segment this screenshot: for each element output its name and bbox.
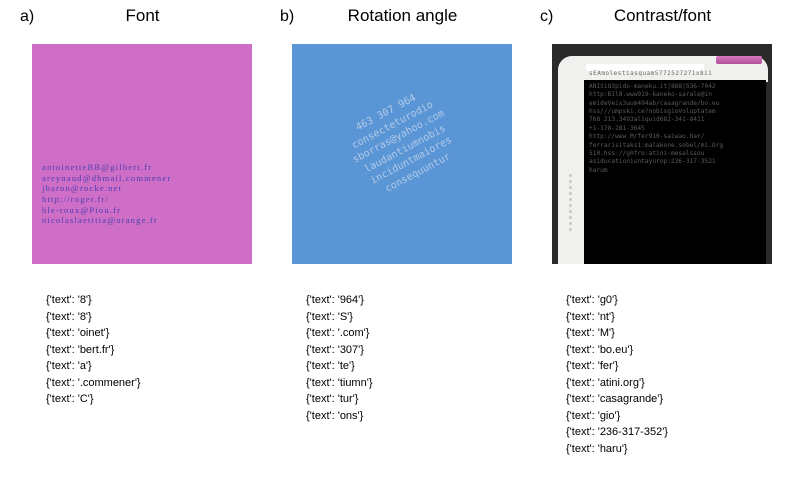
output-item: {'text': 'fer'} bbox=[566, 358, 785, 375]
output-item: {'text': 'tur'} bbox=[306, 391, 525, 408]
pink-strip bbox=[716, 56, 762, 64]
panel-title: Font bbox=[44, 6, 265, 26]
output-item: {'text': 'atini.org'} bbox=[566, 375, 785, 392]
output-item: {'text': 'ons'} bbox=[306, 408, 525, 425]
tile-text: ANISiO3pido-maneku.it|888|536-7042 http:… bbox=[589, 83, 723, 175]
output-item: {'text': 'M'} bbox=[566, 325, 785, 342]
output-item: {'text': 'tiumn'} bbox=[306, 375, 525, 392]
output-list: {'text': '964'}{'text': 'S'}{'text': '.c… bbox=[306, 292, 525, 424]
tile-text: antoinetteBB@gilbert.fr areynaud@dbmail.… bbox=[42, 162, 171, 226]
tile-rotation: 463 307 964 consecteturodio sborras@yaho… bbox=[292, 44, 512, 264]
tile-contrast: sEAmolestiasquam5772527271x8ii ANISiO3pi… bbox=[552, 44, 772, 264]
speaker-dots bbox=[568, 174, 574, 231]
output-item: {'text': 'haru'} bbox=[566, 441, 785, 458]
output-list: {'text': 'g0'}{'text': 'nt'}{'text': 'M'… bbox=[566, 292, 785, 457]
output-item: {'text': '964'} bbox=[306, 292, 525, 309]
output-item: {'text': '.com'} bbox=[306, 325, 525, 342]
output-item: {'text': '8'} bbox=[46, 292, 265, 309]
output-item: {'text': '.commener'} bbox=[46, 375, 265, 392]
output-item: {'text': '236-317-352'} bbox=[566, 424, 785, 441]
panel-header: c) Contrast/font bbox=[540, 6, 785, 34]
phone-side-bezel bbox=[558, 80, 584, 264]
panel-header: a) Font bbox=[20, 6, 265, 34]
output-item: {'text': 'nt'} bbox=[566, 309, 785, 326]
output-item: {'text': 'te'} bbox=[306, 358, 525, 375]
panel-title: Contrast/font bbox=[564, 6, 785, 26]
panel-font: a) Font antoinetteBB@gilbert.fr areynaud… bbox=[20, 6, 265, 408]
output-item: {'text': 'g0'} bbox=[566, 292, 785, 309]
output-item: {'text': 'bo.eu'} bbox=[566, 342, 785, 359]
panel-title: Rotation angle bbox=[304, 6, 525, 26]
tile-header-text: sEAmolestiasquam5772527271x8ii bbox=[589, 70, 712, 77]
output-item: {'text': '307'} bbox=[306, 342, 525, 359]
output-item: {'text': 'oinet'} bbox=[46, 325, 265, 342]
tile-font: antoinetteBB@gilbert.fr areynaud@dbmail.… bbox=[32, 44, 252, 264]
panel-tag: b) bbox=[280, 8, 304, 26]
panel-rotation: b) Rotation angle 463 307 964 consectetu… bbox=[280, 6, 525, 424]
tile-text: 463 307 964 consecteturodio sborras@yaho… bbox=[338, 83, 466, 203]
output-item: {'text': 'C'} bbox=[46, 391, 265, 408]
output-item: {'text': 'gio'} bbox=[566, 408, 785, 425]
output-item: {'text': '8'} bbox=[46, 309, 265, 326]
output-item: {'text': 'bert.fr'} bbox=[46, 342, 265, 359]
panel-contrast: c) Contrast/font sEAmolestiasquam5772527… bbox=[540, 6, 785, 457]
output-list: {'text': '8'}{'text': '8'}{'text': 'oine… bbox=[46, 292, 265, 408]
output-item: {'text': 'S'} bbox=[306, 309, 525, 326]
panel-tag: a) bbox=[20, 8, 44, 26]
panel-tag: c) bbox=[540, 8, 564, 26]
output-item: {'text': 'a'} bbox=[46, 358, 265, 375]
panel-header: b) Rotation angle bbox=[280, 6, 525, 34]
output-item: {'text': 'casagrande'} bbox=[566, 391, 785, 408]
